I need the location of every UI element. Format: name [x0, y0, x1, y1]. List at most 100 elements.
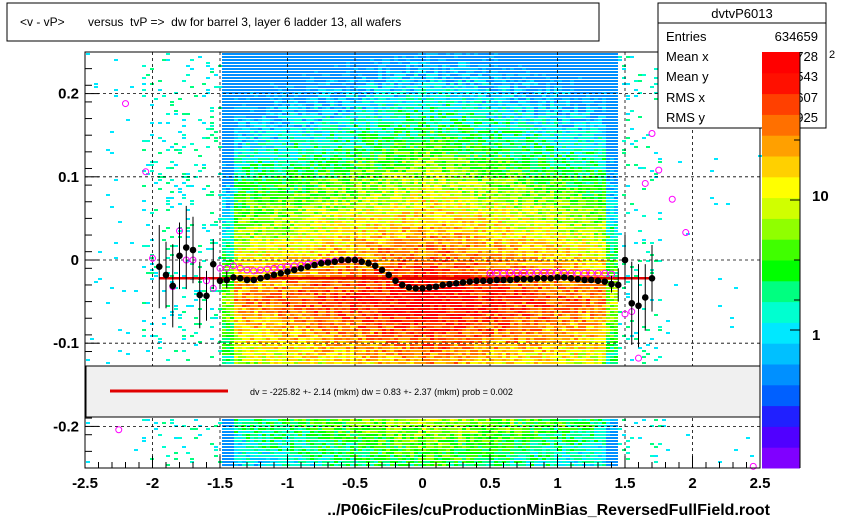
- grid: [85, 52, 760, 468]
- profile-point: [277, 270, 285, 277]
- profile-point: [635, 302, 642, 310]
- x-tick-label: -2.5: [72, 475, 98, 492]
- x-tick-label: 1: [553, 475, 561, 492]
- profile-point: [176, 252, 183, 260]
- profile-point: [567, 275, 575, 282]
- open-point: [668, 195, 676, 203]
- x-tick-label: 1.5: [615, 475, 636, 492]
- profile-point: [297, 265, 305, 272]
- profile-point: [324, 259, 332, 266]
- profile-point: [371, 262, 379, 270]
- open-point: [263, 265, 271, 273]
- chart-title: <v - vP> versus tvP => dw for barrel 3, …: [20, 15, 401, 29]
- open-point: [594, 269, 602, 277]
- open-point: [513, 268, 521, 276]
- open-point: [506, 268, 514, 276]
- open-point: [641, 179, 649, 187]
- profile-point: [648, 275, 656, 282]
- x-tick-label: 0.5: [480, 475, 501, 492]
- profile-point: [290, 266, 298, 274]
- colorbar-label-10: 10: [812, 188, 829, 205]
- open-point: [142, 168, 150, 176]
- profile-point: [439, 281, 447, 289]
- profile-point: [169, 282, 177, 290]
- profile-point: [479, 277, 487, 285]
- profile-point: [452, 279, 460, 287]
- profile-point: [243, 276, 251, 284]
- colorbar-swatch: [762, 260, 800, 282]
- profile-point: [425, 284, 433, 291]
- stats-title: dvtvP6013: [711, 6, 772, 21]
- y-tick-label: -0.2: [53, 418, 79, 435]
- colorbar-swatch: [762, 93, 800, 115]
- profile-point: [365, 260, 372, 267]
- profile-point: [486, 277, 494, 285]
- stats-label-rms-x: RMS x: [666, 90, 706, 105]
- profile-point: [162, 271, 170, 279]
- profile-point: [257, 275, 264, 282]
- colorbar-swatch: [762, 364, 800, 386]
- profile-point: [317, 260, 325, 267]
- x-tick-label: 2.5: [750, 475, 771, 492]
- open-point: [581, 269, 588, 277]
- profile-point: [574, 275, 582, 283]
- profile-point: [641, 294, 649, 301]
- profile-point: [432, 283, 440, 290]
- profile-point: [419, 284, 426, 292]
- profile-point: [500, 276, 507, 284]
- profile-point: [216, 277, 224, 285]
- profile-point: [601, 278, 609, 285]
- axes: -2.5 -2 -1.5 -1 -0.5 0 0.5 1 1.5 2 2.5 -0.2 -0.1 0 0.1…: [53, 51, 771, 492]
- profile-point: [209, 260, 217, 268]
- profile-point: [378, 266, 386, 274]
- open-point: [216, 264, 224, 272]
- profile-point: [223, 276, 231, 284]
- open-point: [655, 166, 663, 174]
- profile-point: [351, 256, 359, 264]
- x-tick-label: -0.5: [342, 475, 368, 492]
- open-point: [621, 310, 629, 318]
- color-scale: 2 10 1: [762, 49, 835, 469]
- y-tick-label: 0.2: [58, 86, 79, 103]
- colorbar-swatch: [762, 280, 800, 303]
- y-tick-label: 0.1: [58, 169, 79, 186]
- x-tick-label: 2: [688, 475, 696, 492]
- profile-point: [614, 281, 622, 289]
- profile-point: [182, 244, 190, 251]
- colorbar-swatch: [762, 447, 800, 469]
- colorbar-partial-label: 2: [829, 49, 835, 61]
- profile-point: [547, 275, 555, 282]
- colorbar-swatch: [762, 135, 800, 157]
- x-tick-label: -1.5: [207, 475, 233, 492]
- colorbar-swatch: [762, 426, 800, 448]
- profile-point: [587, 276, 595, 284]
- open-point: [527, 268, 534, 276]
- open-point: [236, 264, 244, 272]
- colorbar-swatch: [762, 114, 800, 136]
- colorbar-swatch: [762, 52, 800, 74]
- y-tick-label: -0.1: [53, 335, 79, 352]
- open-point: [601, 269, 609, 277]
- profile-point: [284, 268, 291, 275]
- profile-black-markers: [155, 205, 656, 348]
- profile-point: [155, 263, 163, 270]
- colorbar-swatch: [762, 156, 800, 178]
- profile-point: [236, 275, 244, 282]
- profile-point: [459, 279, 467, 286]
- title-box: <v - vP> versus tvP => dw for barrel 3, …: [6, 2, 600, 42]
- open-point: [587, 269, 595, 277]
- open-point: [223, 264, 231, 272]
- profile-point: [358, 258, 366, 265]
- colorbar-swatch: [762, 72, 800, 95]
- profile-point: [554, 274, 561, 281]
- profile-point: [405, 284, 413, 291]
- profile-point: [540, 275, 548, 282]
- x-tick-label: -2: [146, 475, 159, 492]
- profile-point: [304, 263, 312, 270]
- fit-legend-text: dv = -225.82 +- 2.14 (mkm) dw = 0.83 +- …: [250, 387, 513, 397]
- x-tick-label: -1: [281, 475, 294, 492]
- profile-point: [506, 276, 514, 284]
- profile-point: [203, 292, 210, 300]
- open-point: [635, 354, 642, 362]
